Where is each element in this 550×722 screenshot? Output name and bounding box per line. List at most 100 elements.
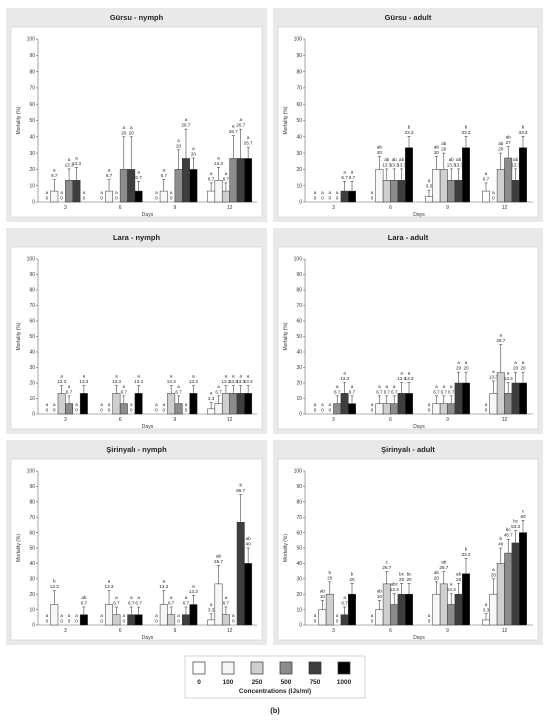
significance-letter: a — [378, 384, 381, 389]
bar — [447, 604, 456, 626]
significance-letter: b — [465, 546, 468, 551]
bar — [244, 158, 253, 203]
y-tick-label: 100 — [294, 37, 303, 43]
significance-letter: ab — [456, 571, 462, 576]
data-label: 6.7 — [121, 389, 128, 394]
y-tick-label: 50 — [29, 334, 35, 340]
bar — [244, 393, 253, 415]
x-axis-label: Days — [413, 212, 425, 218]
y-tick-label: 50 — [296, 118, 302, 124]
y-tick-label: 20 — [296, 592, 302, 598]
significance-letter: a — [192, 583, 195, 588]
data-label: 20 — [434, 575, 440, 580]
data-label: 0 — [108, 408, 111, 413]
significance-letter: a — [217, 384, 220, 389]
data-label: 20 — [491, 572, 497, 577]
bar — [134, 190, 143, 203]
significance-letter: a — [46, 190, 49, 195]
significance-letter: a — [239, 117, 242, 122]
bar — [112, 614, 121, 626]
data-label: 20 — [176, 143, 182, 148]
significance-letter: ab — [513, 157, 519, 162]
bar — [462, 382, 470, 415]
data-label: 13.3 — [134, 379, 143, 384]
bar — [496, 169, 505, 203]
y-tick-label: 90 — [296, 484, 302, 490]
data-label: 0 — [60, 196, 63, 201]
y-tick-label: 10 — [296, 607, 302, 613]
significance-letter: b — [351, 571, 354, 576]
y-tick-label: 40 — [29, 561, 35, 567]
significance-letter: a — [170, 595, 173, 600]
bar — [390, 604, 399, 626]
x-tick-label: 3 — [332, 628, 335, 634]
y-axis-label: Mortality (%) — [283, 322, 289, 350]
significance-letter: a — [232, 374, 235, 379]
data-label: 20 — [129, 130, 135, 135]
significance-letter: a — [108, 579, 111, 584]
data-label: 13.3 — [504, 376, 513, 381]
data-label: 6.7 — [128, 600, 135, 605]
data-label: 0 — [100, 619, 103, 624]
significance-letter: a — [177, 613, 180, 618]
bar — [397, 393, 406, 415]
panel-inner — [10, 458, 263, 641]
data-label: 20 — [456, 577, 462, 582]
significance-letter: a — [155, 190, 158, 195]
legend-swatch — [279, 661, 293, 675]
y-tick-label: 0 — [299, 200, 302, 206]
bar — [79, 393, 88, 415]
x-tick-label: 3 — [64, 417, 67, 423]
significance-letter: ab — [434, 570, 440, 575]
y-tick-label: 30 — [29, 577, 35, 583]
data-label: 0 — [100, 196, 103, 201]
y-axis-label: Mortality (%) — [283, 534, 289, 562]
bar — [489, 393, 498, 415]
y-axis-label: Mortality (%) — [283, 106, 289, 134]
data-label: 6.7 — [384, 389, 391, 394]
data-label: 3.3 — [208, 396, 215, 401]
bar — [134, 614, 143, 626]
y-tick-label: 80 — [29, 500, 35, 506]
significance-letter: a — [321, 402, 324, 407]
data-label: 3.3 — [483, 607, 490, 612]
data-label: 13.3 — [229, 379, 238, 384]
significance-letter: a — [336, 190, 339, 195]
y-tick-label: 50 — [296, 334, 302, 340]
data-label: 10 — [320, 594, 326, 599]
bar — [340, 393, 349, 415]
significance-letter: a — [177, 384, 180, 389]
significance-letter: a — [386, 384, 389, 389]
data-label: 13.3 — [57, 379, 66, 384]
y-tick-label: 0 — [32, 623, 35, 629]
significance-letter: a — [428, 613, 431, 618]
significance-letter: a — [239, 374, 242, 379]
data-label: 26.7 — [181, 123, 190, 128]
significance-letter: a — [46, 402, 49, 407]
data-label: 0 — [314, 408, 317, 413]
data-label: 40 — [498, 542, 504, 547]
data-label: 0 — [177, 619, 180, 624]
chart-panel-3: Lara - adult0102030405060708090100Mortal… — [273, 228, 543, 434]
data-label: 20 — [377, 150, 383, 155]
significance-letter: a — [137, 595, 140, 600]
bar — [325, 593, 334, 626]
data-label: 13.3 — [244, 379, 253, 384]
y-axis-label: Mortality (%) — [16, 106, 22, 134]
significance-letter: a — [321, 190, 324, 195]
y-tick-label: 10 — [296, 396, 302, 402]
significance-letter: a — [492, 567, 495, 572]
data-label: 6.7 — [215, 389, 222, 394]
data-label: 20 — [456, 366, 462, 371]
data-label: 20 — [327, 575, 333, 580]
bar — [182, 614, 190, 626]
y-tick-label: 20 — [29, 381, 35, 387]
x-axis-label: Days — [413, 635, 425, 641]
significance-letter: a — [123, 125, 126, 130]
significance-letter: a — [83, 374, 86, 379]
y-tick-label: 30 — [296, 577, 302, 583]
bar — [439, 403, 448, 415]
bar — [348, 190, 356, 203]
bar — [496, 563, 505, 626]
